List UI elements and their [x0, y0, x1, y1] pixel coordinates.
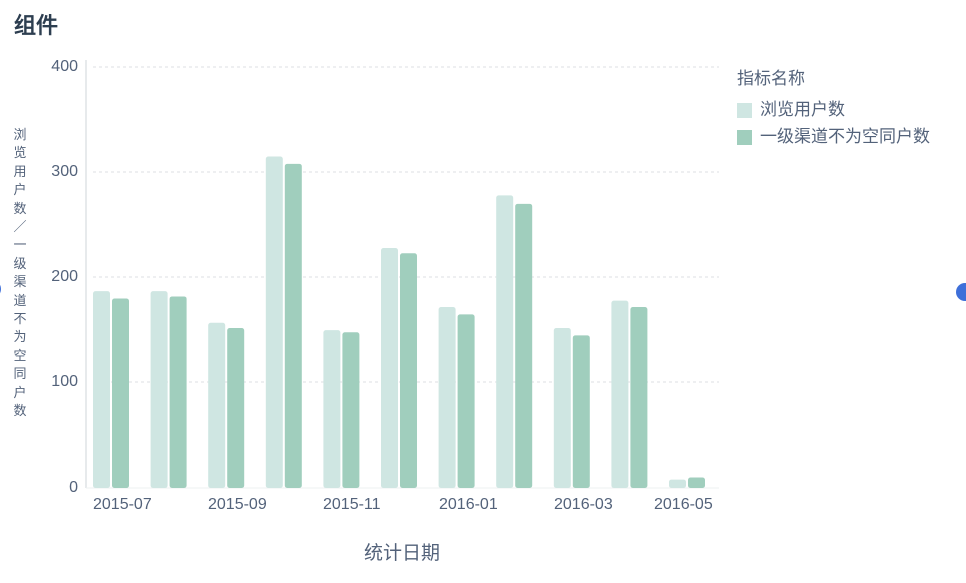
- svg-text:2016-03: 2016-03: [554, 496, 613, 513]
- svg-text:100: 100: [51, 373, 78, 390]
- svg-text:0: 0: [69, 479, 78, 496]
- svg-text:200: 200: [51, 268, 78, 285]
- svg-text:2016-01: 2016-01: [439, 496, 498, 513]
- svg-text:2015-11: 2015-11: [323, 496, 381, 513]
- svg-text:2015-07: 2015-07: [93, 496, 152, 513]
- svg-text:2015-09: 2015-09: [208, 496, 267, 513]
- svg-text:2016-05: 2016-05: [654, 496, 713, 513]
- svg-text:400: 400: [51, 58, 78, 75]
- svg-text:300: 300: [51, 163, 78, 180]
